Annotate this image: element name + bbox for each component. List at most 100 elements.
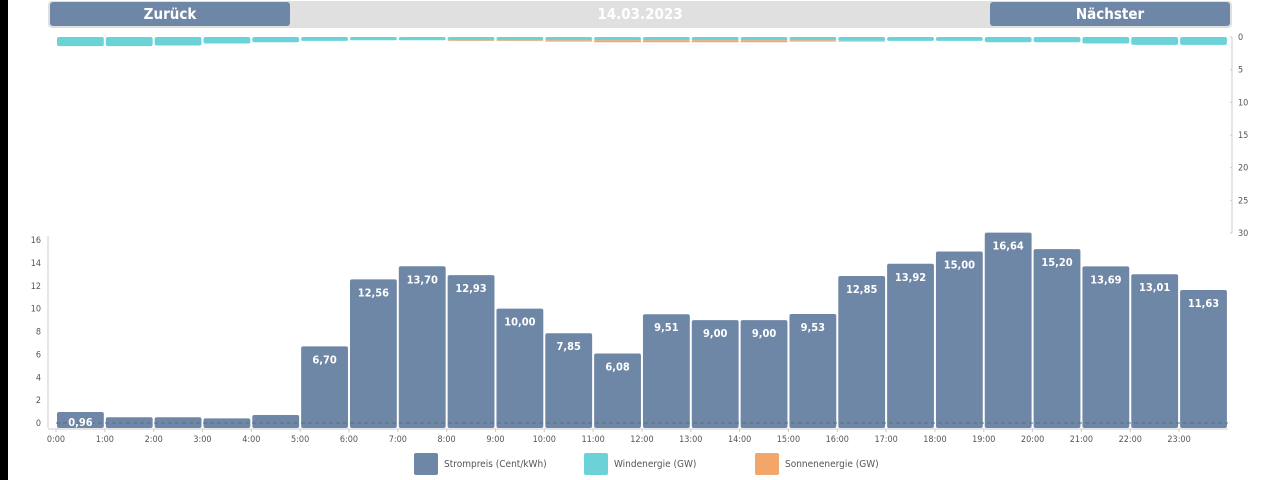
solar-bar — [642, 40, 690, 43]
price-data-label: 15,20 — [1041, 256, 1072, 269]
x-tick-label: 1:00 — [96, 435, 114, 445]
price-bar — [887, 263, 934, 428]
wind-bar — [594, 37, 641, 41]
energy-chart: 0 5 10 15 20 25 30 — [57, 33, 1248, 239]
price-bar — [398, 266, 446, 428]
price-data-label: 9,00 — [703, 327, 728, 340]
wind-bar — [1082, 37, 1130, 44]
price-data-label: 6,08 — [605, 360, 630, 373]
date-label: 14.03.2023 — [597, 5, 683, 23]
x-tick-label: 10:00 — [533, 435, 556, 445]
solar-bar — [594, 40, 641, 43]
legend-swatch-price — [414, 453, 438, 475]
x-tick-label: 22:00 — [1119, 435, 1142, 445]
price-bar — [789, 314, 837, 428]
price-bar — [1082, 266, 1130, 428]
solar-bar — [447, 40, 495, 41]
price-y-tick-label: 6 — [36, 350, 41, 360]
price-data-label: 13,01 — [1139, 281, 1170, 294]
price-bar — [252, 414, 300, 428]
price-data-label: 0,96 — [68, 416, 93, 429]
price-data-label: 13,69 — [1090, 273, 1121, 286]
price-bar — [1180, 289, 1227, 428]
price-bar — [1131, 274, 1179, 428]
price-data-label: 9,00 — [752, 327, 777, 340]
legend-item-wind[interactable]: Windenergie (GW) — [584, 452, 696, 476]
x-tick-label: 13:00 — [679, 435, 702, 445]
legend-item-solar[interactable]: Sonnenenergie (GW) — [755, 452, 879, 476]
price-data-label: 12,56 — [358, 286, 389, 299]
x-tick-label: 0:00 — [47, 435, 65, 445]
wind-bar — [935, 37, 983, 41]
wind-bar — [496, 37, 544, 41]
x-tick-label: 14:00 — [728, 435, 751, 445]
x-tick-label: 17:00 — [874, 435, 897, 445]
x-tick-label: 23:00 — [1167, 435, 1190, 445]
x-tick-label: 8:00 — [438, 435, 456, 445]
energy-y-tick-label: 20 — [1238, 164, 1248, 174]
x-tick-label: 7:00 — [389, 435, 407, 445]
price-y-tick-label: 4 — [36, 373, 41, 383]
wind-bar — [691, 37, 739, 41]
wind-bar — [105, 37, 153, 47]
price-data-label: 13,70 — [407, 273, 438, 286]
price-data-label: 15,00 — [944, 258, 975, 271]
wind-bar — [398, 37, 446, 41]
solar-bar — [838, 40, 886, 42]
price-data-label: 16,64 — [993, 240, 1024, 253]
price-chart: 0 2 4 6 8 10 12 14 16 0,96 6,70 12,56 13,70 12,93 10,0… — [31, 232, 1228, 445]
x-tick-label: 11:00 — [581, 435, 604, 445]
x-tick-label: 5:00 — [291, 435, 309, 445]
energy-y-tick-label: 30 — [1238, 229, 1248, 239]
solar-bar — [545, 40, 593, 42]
energy-y-tick-label: 25 — [1238, 196, 1248, 206]
wind-bar — [984, 37, 1032, 43]
x-tick-label: 18:00 — [923, 435, 946, 445]
energy-y-tick-label: 5 — [1238, 66, 1243, 76]
price-data-label: 6,70 — [312, 353, 337, 366]
price-y-tick-label: 2 — [36, 396, 41, 406]
x-tick-label: 4:00 — [242, 435, 260, 445]
x-tick-label: 3:00 — [193, 435, 211, 445]
wind-bar — [789, 37, 837, 41]
solar-bar — [740, 40, 788, 43]
x-tick-label: 16:00 — [826, 435, 849, 445]
next-button[interactable]: Nächster — [990, 2, 1230, 26]
price-data-label: 9,51 — [654, 321, 679, 334]
x-tick-label: 2:00 — [145, 435, 163, 445]
x-tick-label: 6:00 — [340, 435, 358, 445]
price-data-label: 12,85 — [846, 283, 877, 296]
price-bar — [935, 251, 983, 428]
back-button[interactable]: Zurück — [50, 2, 290, 26]
price-bar — [545, 333, 593, 428]
wind-bar — [252, 37, 300, 43]
wind-bar — [301, 37, 348, 41]
price-data-label: 10,00 — [504, 316, 535, 329]
x-tick-label: 9:00 — [486, 435, 504, 445]
price-bar — [691, 320, 739, 428]
solar-bar — [496, 40, 544, 41]
price-bar — [642, 314, 690, 428]
wind-bar — [1180, 37, 1227, 45]
wind-bar — [203, 37, 251, 44]
price-bar — [57, 412, 104, 428]
wind-bar — [154, 37, 202, 46]
x-tick-label: 12:00 — [630, 435, 653, 445]
legend-item-price[interactable]: Strompreis (Cent/kWh) — [414, 452, 547, 476]
wind-bar — [447, 37, 495, 41]
price-bar — [740, 320, 788, 428]
wind-bar — [740, 37, 788, 41]
price-y-tick-label: 10 — [31, 305, 41, 315]
price-bar — [349, 279, 397, 428]
price-bar — [838, 276, 886, 428]
energy-y-tick-label: 10 — [1238, 98, 1248, 108]
energy-y-tick-label: 15 — [1238, 131, 1248, 141]
legend-label-solar: Sonnenenergie (GW) — [785, 458, 879, 470]
wind-bar — [1131, 37, 1179, 45]
wind-bar — [545, 37, 593, 41]
solar-bar — [691, 40, 739, 43]
x-tick-label: 15:00 — [777, 435, 800, 445]
wind-bar — [349, 37, 397, 41]
wind-bar — [642, 37, 690, 41]
x-tick-label: 20:00 — [1021, 435, 1044, 445]
